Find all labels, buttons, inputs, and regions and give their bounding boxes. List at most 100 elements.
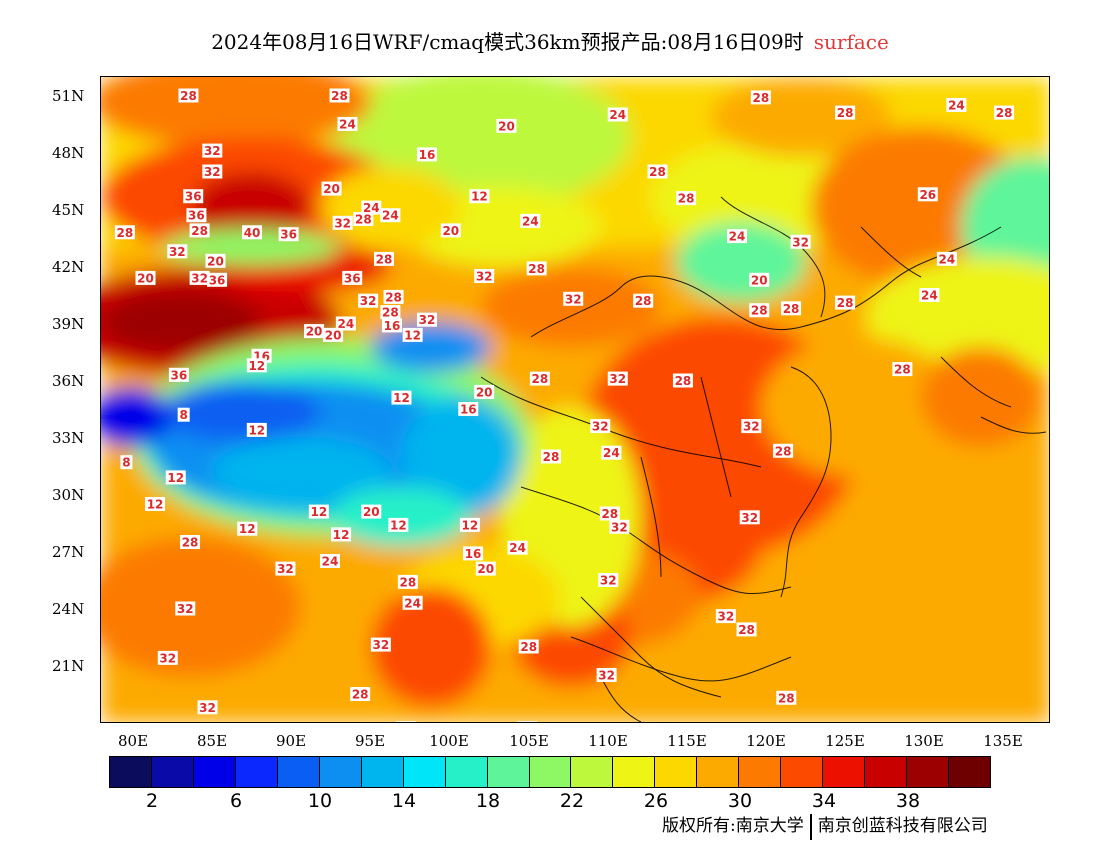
colorbar-cell <box>865 757 908 787</box>
svg-text:20: 20 <box>751 273 768 287</box>
colorbar-label: 2 <box>145 790 159 812</box>
svg-text:32: 32 <box>718 610 735 624</box>
contour-label: 32 <box>741 419 762 434</box>
contour-label: 28 <box>835 105 856 120</box>
lat-label-36n: 36N <box>52 372 85 390</box>
lat-label-33n: 33N <box>52 429 85 447</box>
contour-label: 28 <box>892 362 913 377</box>
contour-label: 16 <box>381 318 402 333</box>
contour-label: 28 <box>329 88 350 103</box>
svg-text:32: 32 <box>204 165 221 179</box>
svg-text:26: 26 <box>919 188 936 202</box>
contour-label: 24 <box>402 595 423 610</box>
svg-text:20: 20 <box>137 271 154 285</box>
contour-label: 20 <box>440 223 461 238</box>
svg-text:20: 20 <box>306 325 323 339</box>
svg-text:32: 32 <box>600 574 617 588</box>
contour-label: 12 <box>388 517 409 532</box>
colorbar-cell <box>403 757 446 787</box>
svg-text:28: 28 <box>752 91 769 105</box>
contour-label: 24 <box>727 229 747 244</box>
svg-text:32: 32 <box>177 602 194 616</box>
lon-label-115e: 115E <box>667 732 707 750</box>
contour-label: 32 <box>416 312 437 327</box>
colorbar-cell <box>110 757 152 787</box>
contour-label: 28 <box>380 305 401 320</box>
svg-text:28: 28 <box>400 575 417 589</box>
svg-text:32: 32 <box>419 313 436 327</box>
contour-label: 32 <box>167 244 188 259</box>
svg-text:28: 28 <box>180 89 197 103</box>
svg-text:36: 36 <box>280 228 297 242</box>
contour-label: 28 <box>647 164 668 179</box>
colorbar-cell <box>781 757 824 787</box>
svg-text:36: 36 <box>344 271 361 285</box>
colorbar-label: 18 <box>475 790 501 812</box>
contour-label: 28 <box>526 261 547 276</box>
svg-text:28: 28 <box>996 106 1013 120</box>
contour-label: 28 <box>189 223 210 238</box>
contour-label: 36 <box>168 367 189 382</box>
svg-text:28: 28 <box>543 450 560 464</box>
svg-text:20: 20 <box>323 182 340 196</box>
svg-text:28: 28 <box>635 294 652 308</box>
copyright-partner: 南京创蓝科技有限公司 <box>817 816 988 836</box>
svg-text:12: 12 <box>393 391 410 405</box>
contour-label: 24 <box>361 200 382 215</box>
colorbar-cell <box>277 757 320 787</box>
contour-label: 24 <box>946 98 967 113</box>
svg-text:8: 8 <box>122 456 130 470</box>
svg-text:32: 32 <box>792 235 809 249</box>
contour-label: 24 <box>601 445 622 460</box>
contour-label: 12 <box>459 517 480 532</box>
svg-text:12: 12 <box>248 359 265 373</box>
svg-text:28: 28 <box>519 722 536 723</box>
contour-label: 24 <box>919 288 940 303</box>
svg-text:24: 24 <box>948 99 965 113</box>
colorbar-cell <box>445 757 488 787</box>
svg-text:28: 28 <box>775 444 792 458</box>
svg-text:20: 20 <box>498 119 515 133</box>
colorbar-label: 22 <box>559 790 585 812</box>
svg-text:28: 28 <box>601 507 618 521</box>
lon-label-110e: 110E <box>588 732 628 750</box>
contour-label: 32 <box>596 668 617 683</box>
svg-text:32: 32 <box>199 701 216 715</box>
svg-text:24: 24 <box>363 201 380 215</box>
colorbar-cell <box>949 757 991 787</box>
colorbar-cell <box>529 757 572 787</box>
contour-label: 32 <box>474 269 495 284</box>
svg-text:12: 12 <box>310 505 327 519</box>
contour-label: 8 <box>120 455 133 470</box>
svg-text:24: 24 <box>338 317 355 331</box>
lat-label-42n: 42N <box>52 258 85 276</box>
colorbar-cell <box>235 757 278 787</box>
lat-label-30n: 30N <box>52 486 85 504</box>
contour-label: 28 <box>994 105 1015 120</box>
svg-text:28: 28 <box>520 640 537 654</box>
svg-text:32: 32 <box>611 520 628 534</box>
colorbar-cell <box>571 757 614 787</box>
lon-label-90e: 90E <box>275 732 307 750</box>
svg-text:28: 28 <box>376 252 393 266</box>
svg-text:32: 32 <box>277 562 294 576</box>
colorbar-label: 30 <box>727 790 753 812</box>
svg-text:24: 24 <box>339 118 356 132</box>
lon-label-100e: 100E <box>429 732 469 750</box>
contour-label: 16 <box>458 402 479 417</box>
svg-text:24: 24 <box>939 252 956 266</box>
svg-text:28: 28 <box>528 262 545 276</box>
svg-text:32: 32 <box>169 245 186 259</box>
svg-text:20: 20 <box>325 328 342 342</box>
svg-text:28: 28 <box>116 226 133 240</box>
colorbar-cell <box>487 757 530 787</box>
contour-label: 24 <box>607 107 628 122</box>
contour-label: 24 <box>380 208 401 223</box>
contour-label: 40 <box>242 225 263 240</box>
svg-text:28: 28 <box>783 302 800 316</box>
svg-text:28: 28 <box>738 623 755 637</box>
contour-label: 28 <box>736 622 757 637</box>
contour-label: 28 <box>749 303 770 318</box>
lon-label-120e: 120E <box>746 732 786 750</box>
